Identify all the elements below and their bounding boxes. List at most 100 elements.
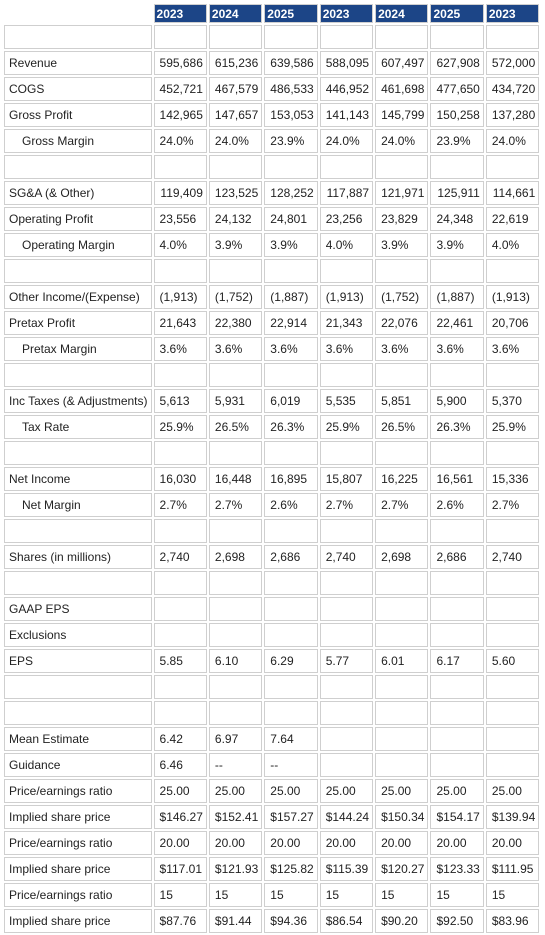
value-cell: 23.9% <box>430 129 484 153</box>
value-cell: $154.17 <box>430 805 484 829</box>
value-cell <box>485 597 540 621</box>
row-label: Operating Margin <box>4 233 152 257</box>
value-cell: 16,561 <box>430 467 484 491</box>
value-cell: 24,801 <box>264 207 318 231</box>
value-cell <box>485 727 540 751</box>
value-cell: 23,556 <box>153 207 207 231</box>
empty-cell <box>430 441 484 465</box>
empty-cell <box>208 701 263 725</box>
value-cell: 2,686 <box>430 545 484 569</box>
value-cell: 26.3% <box>264 415 318 439</box>
row-label: Implied share price <box>4 909 152 933</box>
value-cell: 25.9% <box>485 415 540 439</box>
value-cell <box>208 597 263 621</box>
empty-cell <box>153 441 207 465</box>
value-cell: 2,740 <box>319 545 374 569</box>
value-cell: (1,887) <box>430 285 484 309</box>
table-row: Price/earnings ratio 15 15 15 15 15 15 15 <box>4 883 540 907</box>
table-row: Implied share price $146.27 $152.41 $157.27… <box>4 805 540 829</box>
spacer-row <box>4 571 540 595</box>
empty-cell <box>485 701 540 725</box>
row-label: Shares (in millions) <box>4 545 152 569</box>
value-cell: 6.42 <box>153 727 207 751</box>
row-label: EPS <box>4 649 152 673</box>
empty-cell <box>153 675 207 699</box>
table-row: Pretax Margin 3.6% 3.6% 3.6% 3.6% 3.6% 3.6% 3.6… <box>4 337 540 361</box>
value-cell: 147,657 <box>208 103 263 127</box>
value-cell: 20.00 <box>153 831 207 855</box>
value-cell <box>430 753 484 777</box>
table-row: Gross Profit 142,965 147,657 153,053 141,143… <box>4 103 540 127</box>
value-cell: 15 <box>264 883 318 907</box>
empty-cell <box>319 25 374 49</box>
empty-cell <box>319 441 374 465</box>
empty-cell <box>375 25 429 49</box>
value-cell: 3.9% <box>430 233 484 257</box>
value-cell: 22,380 <box>208 311 263 335</box>
empty-cell <box>264 259 318 283</box>
value-cell: 15 <box>430 883 484 907</box>
value-cell: 15 <box>319 883 374 907</box>
value-cell: 15,336 <box>485 467 540 491</box>
empty-cell <box>153 571 207 595</box>
empty-cell <box>264 363 318 387</box>
value-cell: 467,579 <box>208 77 263 101</box>
value-cell: 6,019 <box>264 389 318 413</box>
row-label: Revenue <box>4 51 152 75</box>
row-label: Other Income/(Expense) <box>4 285 152 309</box>
value-cell: 20.00 <box>319 831 374 855</box>
table-row: Operating Profit 23,556 24,132 24,801 23,256… <box>4 207 540 231</box>
table-row: Exclusions <box>4 623 540 647</box>
empty-cell <box>375 519 429 543</box>
row-label: GAAP EPS <box>4 597 152 621</box>
row-label: Gross Margin <box>4 129 152 153</box>
value-cell: 3.9% <box>375 233 429 257</box>
value-cell <box>375 753 429 777</box>
value-cell: $125.82 <box>264 857 318 881</box>
value-cell <box>319 597 374 621</box>
empty-cell <box>4 441 152 465</box>
year-header: 2025 <box>430 4 484 23</box>
value-cell: 4.0% <box>485 233 540 257</box>
row-label: Operating Profit <box>4 207 152 231</box>
value-cell: 3.6% <box>485 337 540 361</box>
empty-cell <box>430 675 484 699</box>
value-cell: 25.00 <box>485 779 540 803</box>
value-cell <box>430 623 484 647</box>
year-header: 2023 <box>319 4 374 23</box>
header-corner <box>4 4 152 23</box>
empty-cell <box>4 25 152 49</box>
value-cell: 2.6% <box>264 493 318 517</box>
empty-cell <box>208 571 263 595</box>
value-cell: 607,497 <box>375 51 429 75</box>
value-cell: 3.6% <box>153 337 207 361</box>
value-cell: 452,721 <box>153 77 207 101</box>
empty-cell <box>208 259 263 283</box>
empty-cell <box>4 675 152 699</box>
value-cell <box>319 753 374 777</box>
value-cell: 2.7% <box>319 493 374 517</box>
value-cell: 6.01 <box>375 649 429 673</box>
value-cell: 117,887 <box>319 181 374 205</box>
value-cell: 16,225 <box>375 467 429 491</box>
empty-cell <box>153 259 207 283</box>
empty-cell <box>485 675 540 699</box>
row-label: Inc Taxes (& Adjustments) <box>4 389 152 413</box>
value-cell: 142,965 <box>153 103 207 127</box>
value-cell: 22,461 <box>430 311 484 335</box>
empty-cell <box>319 363 374 387</box>
value-cell: 2.7% <box>485 493 540 517</box>
value-cell: (1,887) <box>264 285 318 309</box>
value-cell: 2,698 <box>375 545 429 569</box>
value-cell: 25.00 <box>208 779 263 803</box>
value-cell: 3.9% <box>264 233 318 257</box>
empty-cell <box>264 701 318 725</box>
value-cell: 2,740 <box>485 545 540 569</box>
empty-cell <box>153 363 207 387</box>
value-cell: 3.6% <box>430 337 484 361</box>
row-label: Price/earnings ratio <box>4 831 152 855</box>
empty-cell <box>375 571 429 595</box>
value-cell: 461,698 <box>375 77 429 101</box>
spacer-row <box>4 155 540 179</box>
row-label: Gross Profit <box>4 103 152 127</box>
